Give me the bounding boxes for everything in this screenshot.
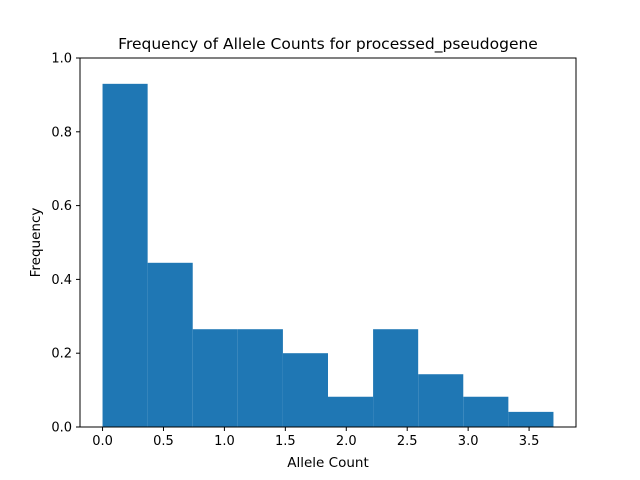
x-tick-label: 1.0 (214, 434, 235, 449)
chart-title: Frequency of Allele Counts for processed… (118, 35, 538, 54)
histogram-bar-3 (192, 329, 238, 427)
x-tick-label: 2.0 (336, 434, 357, 449)
x-tick-label: 1.5 (275, 434, 296, 449)
x-tick-label: 3.0 (458, 434, 479, 449)
x-axis: 0.0 0.5 1.0 1.5 2.0 2.5 3.0 3.5 (92, 427, 539, 449)
x-tick-label: 3.5 (519, 434, 540, 449)
histogram-bar-2 (147, 262, 193, 427)
histogram-bar-8 (418, 374, 464, 427)
y-axis-label: Frequency (28, 208, 44, 278)
histogram-bar-7 (373, 329, 419, 427)
y-tick-label: 0.6 (51, 199, 72, 214)
plot-frame (79, 57, 577, 428)
y-tick-label: 0.8 (51, 125, 72, 140)
x-axis-label: Allele Count (287, 455, 368, 471)
x-tick-label: 0.0 (92, 434, 113, 449)
x-tick-label: 2.5 (397, 434, 418, 449)
y-tick-label: 0.4 (51, 273, 72, 288)
histogram-bar-9 (463, 396, 509, 427)
y-tick-label: 1.0 (51, 52, 72, 67)
y-tick-label: 0.2 (51, 347, 72, 362)
y-axis: 0.0 0.2 0.4 0.6 0.8 1.0 (51, 52, 80, 436)
histogram-bar-1 (102, 83, 148, 427)
histogram-bar-5 (282, 353, 328, 427)
histogram-bar-4 (237, 329, 283, 427)
y-tick-label: 0.0 (51, 421, 72, 436)
x-tick-label: 0.5 (153, 434, 174, 449)
histogram-bar-10 (508, 411, 554, 427)
bars-group (102, 83, 554, 427)
histogram-bar-6 (328, 396, 374, 427)
